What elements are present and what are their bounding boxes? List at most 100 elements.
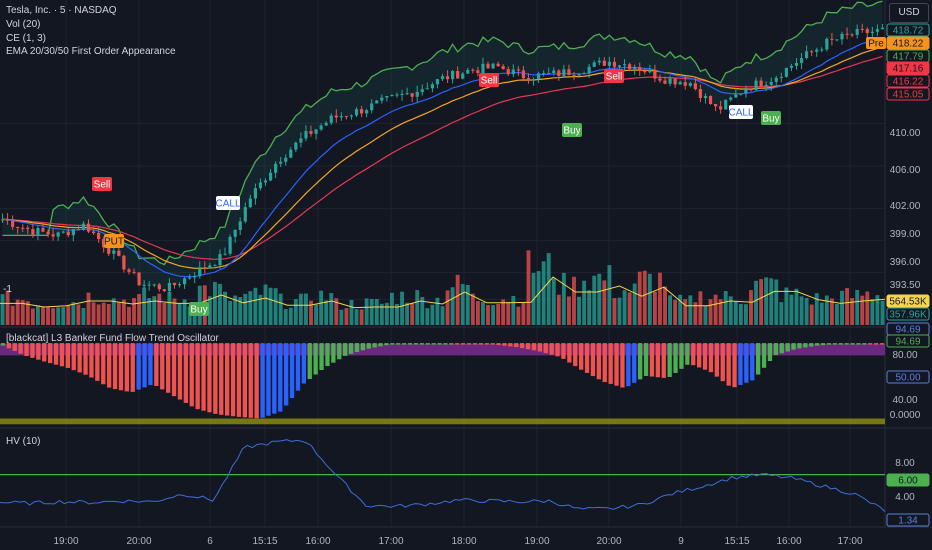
candle-body [587, 66, 591, 74]
volume-tag-box [886, 307, 930, 321]
oscillator-pane[interactable] [0, 343, 885, 425]
oscillator-bar [738, 343, 743, 385]
candle-body [354, 109, 359, 116]
signal-sell-box [604, 69, 624, 83]
time-tick-label: 19:00 [53, 536, 78, 547]
hv-tick-label: 4.00 [895, 492, 915, 503]
signal-call-box [729, 105, 753, 119]
oscillator-bar [832, 343, 837, 345]
hv-title[interactable]: HV (10) [6, 436, 41, 447]
volume-bar [617, 297, 622, 325]
candle-body [61, 231, 65, 233]
candle-body [612, 61, 617, 67]
volume-bar [384, 302, 389, 325]
volume-bar [425, 308, 430, 325]
oscillator-bar [207, 343, 212, 413]
volume-bar [91, 302, 96, 325]
oscillator-bar [590, 343, 596, 377]
signal-sell-text: Sell [94, 180, 111, 191]
oscillator-bar [219, 343, 224, 415]
volume-bar [526, 250, 531, 325]
volume-bar [465, 284, 470, 325]
volume-bar [703, 305, 708, 325]
price-pane[interactable] [0, 0, 885, 297]
candle-body [405, 93, 409, 95]
hv-pane[interactable] [0, 439, 886, 512]
volume-bar [344, 308, 349, 325]
pre-market-badge [866, 37, 886, 49]
candle-body [102, 239, 106, 248]
candle-body [693, 83, 697, 90]
volume-bar [96, 304, 101, 325]
oscillator-bar [48, 343, 53, 364]
volume-bar [213, 282, 217, 325]
volume-bar [354, 309, 359, 325]
volume-bar [0, 294, 5, 325]
volume-bar [627, 292, 632, 325]
oscillator-bar [620, 343, 625, 388]
time-tick-label: 16:00 [776, 536, 801, 547]
oscillator-bar [443, 343, 448, 345]
candle-body [157, 284, 161, 290]
volume-indicator-label[interactable]: Vol (20) [6, 19, 41, 30]
candle-body [759, 80, 763, 87]
candle-body [21, 227, 25, 229]
price-tag: 418.72 [886, 23, 930, 37]
volume-bar [708, 299, 713, 325]
volume-bar [127, 306, 131, 325]
candle-body [880, 27, 885, 30]
oscillator-bar [148, 343, 153, 386]
osc-tick-label: 80.00 [892, 350, 917, 361]
volume-bar [541, 261, 546, 325]
volume-bar [142, 287, 147, 325]
candle-body [658, 78, 662, 81]
oscillator-bar [761, 343, 767, 368]
candle-body [81, 223, 86, 230]
currency-button[interactable]: USD [889, 3, 929, 23]
volume-bar [698, 291, 703, 325]
oscillator-bar [815, 343, 820, 346]
oscillator-title[interactable]: [blackcat] L3 Banker Fund Flow Trend Osc… [6, 333, 219, 344]
volume-bar [339, 309, 344, 325]
candle-body [774, 77, 778, 82]
volume-bar [642, 270, 647, 325]
volume-bar [177, 303, 182, 325]
volume-bar [556, 294, 561, 325]
osc-tag-text: 50.00 [895, 373, 920, 384]
time-scale[interactable]: 19:00 20:00 6 15:15 16:00 17:00 18:00 19:00 20:0… [53, 536, 862, 547]
candle-body [142, 284, 146, 286]
volume-bar [622, 290, 627, 325]
volume-bar [25, 301, 30, 325]
candle-body [248, 198, 252, 208]
hv-tag-box [886, 473, 930, 487]
volume-bar [632, 283, 637, 325]
volume-bar [506, 301, 511, 325]
candle-body [208, 265, 212, 269]
volume-bar [243, 293, 248, 325]
price-scale[interactable]: 410.00 406.00 402.00 399.00 396.00 393.50 418.… [3, 23, 930, 527]
hv-tag: 1.34 [886, 513, 930, 527]
symbol-title[interactable]: Tesla, Inc. · 5 · NASDAQ [6, 5, 117, 16]
chandelier-exit-label[interactable]: CE (1, 3) [6, 33, 47, 44]
candle-body [688, 83, 692, 86]
oscillator-bar [826, 343, 832, 345]
candle-body [258, 182, 263, 189]
candle-body [607, 61, 611, 66]
ema-indicator-label[interactable]: EMA 20/30/50 First Order Appearance [6, 46, 176, 57]
volume-bar [223, 291, 227, 325]
volume-bar [501, 299, 506, 325]
oscillator-bar [478, 343, 483, 345]
candle-body [729, 97, 733, 100]
oscillator-bar [879, 343, 885, 345]
candle-body [471, 69, 475, 71]
volume-bar [536, 271, 541, 325]
volume-bar [400, 291, 404, 325]
candle-body [536, 73, 541, 80]
trend-fill [2, 1, 883, 292]
candle-body [162, 289, 166, 292]
volume-bar [41, 306, 45, 325]
oscillator-bar [390, 343, 395, 345]
candle-body [860, 28, 864, 30]
candle-body [870, 31, 874, 34]
